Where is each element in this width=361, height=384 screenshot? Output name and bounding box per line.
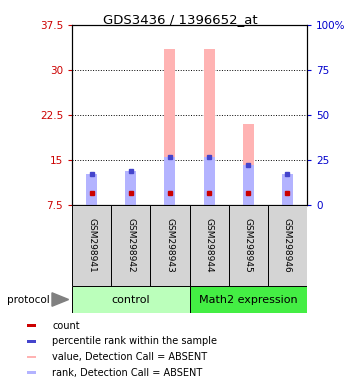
Bar [229, 205, 268, 286]
Bar [86, 174, 97, 205]
Text: protocol: protocol [7, 295, 50, 305]
Bar [243, 124, 254, 205]
Text: GDS3436 / 1396652_at: GDS3436 / 1396652_at [103, 13, 258, 26]
Bar [165, 49, 175, 205]
Bar [204, 49, 214, 205]
Bar [125, 184, 136, 205]
Bar [165, 157, 175, 205]
Bar [111, 205, 151, 286]
Text: GSM298941: GSM298941 [87, 218, 96, 273]
Bar [86, 187, 97, 205]
Polygon shape [52, 293, 69, 306]
Bar [268, 205, 307, 286]
Text: GSM298946: GSM298946 [283, 218, 292, 273]
Text: Math2 expression: Math2 expression [199, 295, 297, 305]
Text: rank, Detection Call = ABSENT: rank, Detection Call = ABSENT [52, 367, 203, 377]
Bar [72, 205, 111, 286]
Bar [27, 340, 36, 343]
Text: GSM298943: GSM298943 [165, 218, 174, 273]
Bar [190, 205, 229, 286]
Bar [27, 371, 36, 374]
Text: count: count [52, 321, 80, 331]
Bar [282, 187, 293, 205]
Text: GSM298945: GSM298945 [244, 218, 253, 273]
Text: GSM298942: GSM298942 [126, 218, 135, 273]
Bar [282, 174, 293, 205]
Bar [204, 157, 214, 205]
Text: control: control [112, 295, 150, 305]
Bar [125, 171, 136, 205]
Text: percentile rank within the sample: percentile rank within the sample [52, 336, 217, 346]
Bar [72, 286, 190, 313]
Bar [151, 205, 190, 286]
Text: value, Detection Call = ABSENT: value, Detection Call = ABSENT [52, 352, 208, 362]
Text: GSM298944: GSM298944 [205, 218, 214, 273]
Bar [27, 356, 36, 358]
Bar [190, 286, 307, 313]
Bar [243, 165, 254, 205]
Bar [27, 324, 36, 327]
